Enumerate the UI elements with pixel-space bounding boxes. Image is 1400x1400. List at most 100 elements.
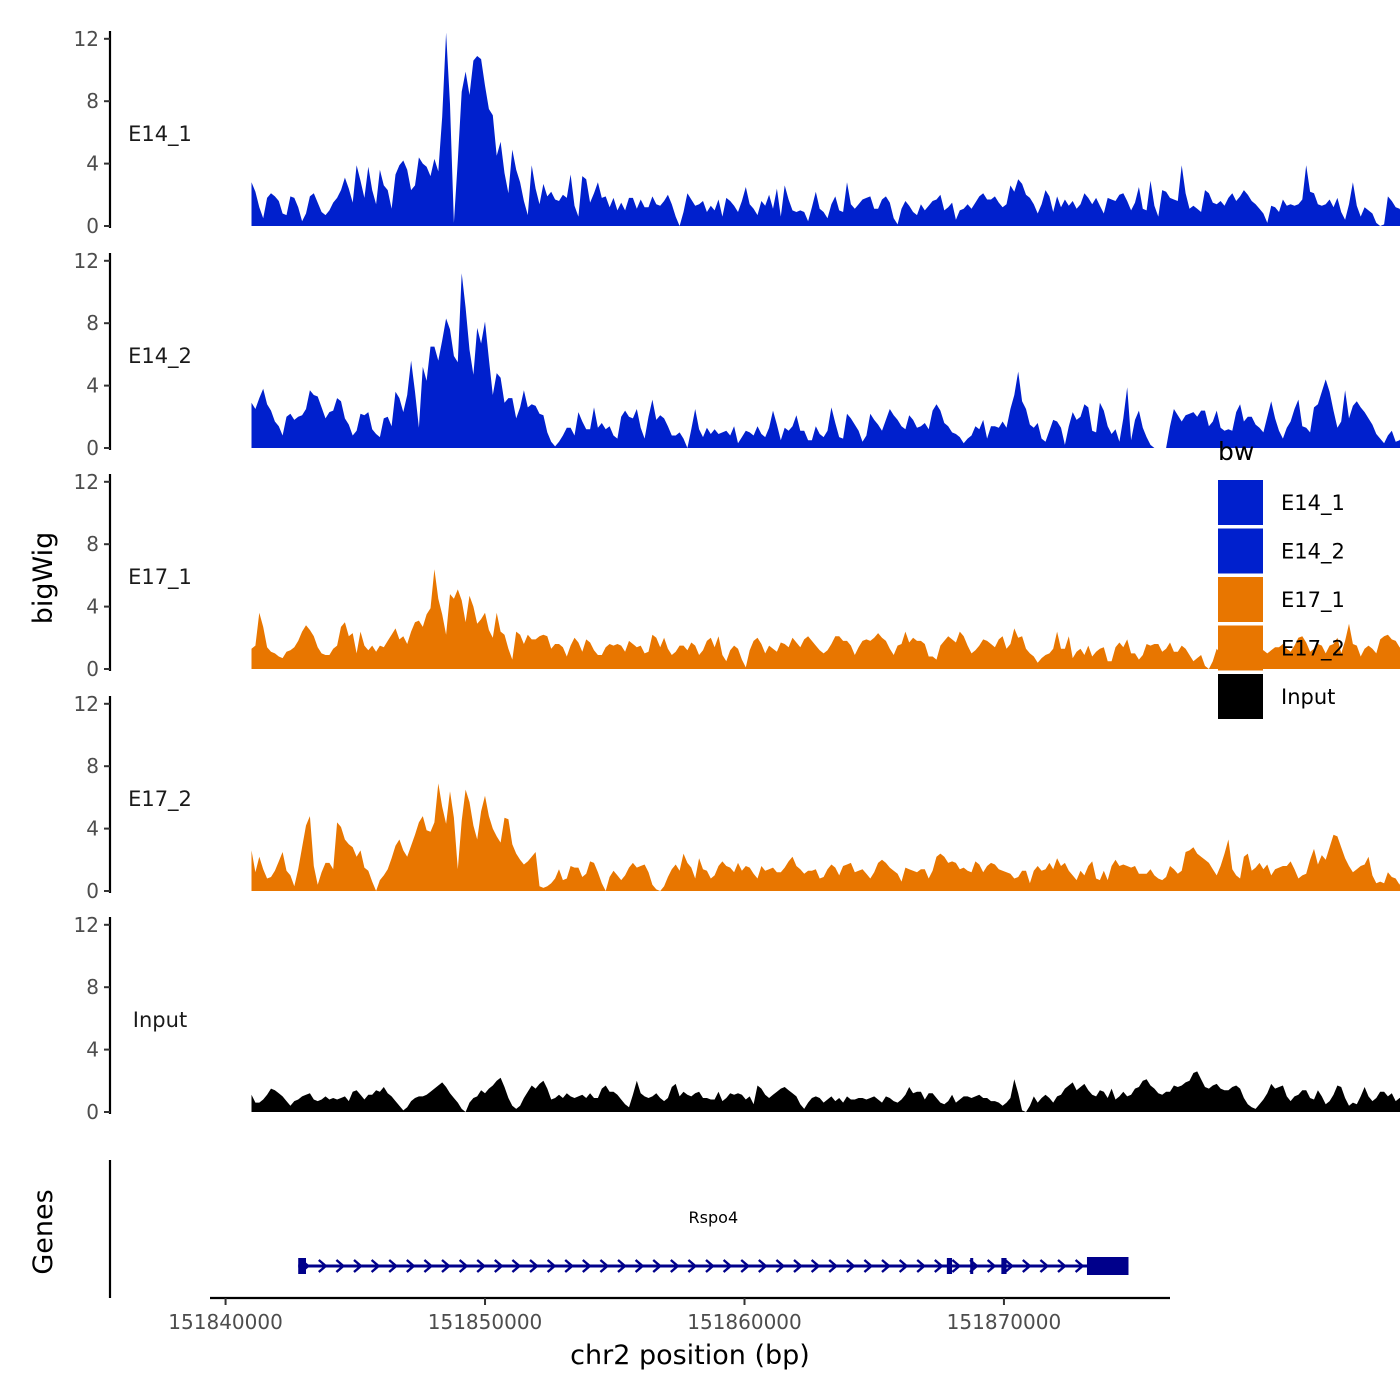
strand-arrow — [740, 1259, 751, 1273]
x-tick-label: 151860000 — [687, 1310, 802, 1334]
strand-arrow — [511, 1259, 522, 1273]
strand-arrow — [617, 1259, 627, 1273]
strand-arrow — [828, 1259, 839, 1273]
y-tick-label: 12 — [74, 913, 99, 937]
y-tick-label: 12 — [74, 27, 99, 51]
area-E17_1 — [251, 569, 1400, 669]
track-label-E17_2: E17_2 — [128, 787, 192, 812]
strand-arrow — [1022, 1259, 1032, 1273]
strand-arrow — [441, 1259, 451, 1273]
strand-arrow — [722, 1259, 733, 1273]
strand-arrow — [370, 1259, 381, 1273]
legend-swatch-E17_1 — [1218, 577, 1263, 622]
track-label-E17_1: E17_1 — [128, 565, 192, 590]
y-tick-label: 8 — [86, 754, 99, 778]
y-tick-label: 12 — [74, 470, 99, 494]
y-tick-label: 4 — [86, 374, 99, 398]
y-tick-label: 0 — [86, 879, 99, 903]
strand-arrow — [916, 1259, 927, 1273]
track-label-E14_1: E14_1 — [128, 122, 192, 147]
bigwig-panels: 0 4 8 12 E14_1 0 4 8 12 E14_2 0 4 8 12 E17_1 0 4 8 12 E17_2… — [74, 27, 1400, 1124]
y-tick-label: 12 — [74, 692, 99, 716]
legend-label-E14_2: E14_2 — [1281, 540, 1345, 565]
panel-E14_2: 0 4 8 12 E14_2 — [74, 249, 1400, 460]
track-label-E14_2: E14_2 — [128, 344, 192, 369]
strand-arrow — [846, 1259, 856, 1273]
legend-label-E14_1: E14_1 — [1281, 491, 1345, 516]
y-tick-label: 0 — [86, 657, 99, 681]
y-tick-label: 0 — [86, 214, 99, 238]
strand-arrow — [318, 1259, 328, 1273]
y-tick-label: 0 — [86, 436, 99, 460]
y-tick-label: 8 — [86, 311, 99, 335]
strand-arrow — [634, 1259, 645, 1273]
strand-arrow — [1039, 1259, 1050, 1273]
legend-swatch-E14_1 — [1218, 480, 1263, 525]
panel-Input: 0 4 8 12 Input — [74, 913, 1400, 1124]
strand-arrow — [898, 1259, 909, 1273]
gene-exon — [1001, 1258, 1007, 1274]
strand-arrow — [775, 1259, 786, 1273]
strand-arrow — [810, 1259, 821, 1273]
y-tick-label: 4 — [86, 817, 99, 841]
area-E14_1 — [251, 32, 1400, 226]
strand-arrow — [758, 1259, 768, 1273]
strand-arrow — [687, 1259, 698, 1273]
legend: bw E14_1 E14_2 E17_1 E17_2 Input — [1218, 437, 1345, 719]
strand-arrow — [1074, 1259, 1085, 1273]
y-tick-label: 8 — [86, 532, 99, 556]
x-tick-label: 151850000 — [428, 1310, 543, 1334]
strand-arrow — [1004, 1259, 1015, 1273]
gene-exon — [298, 1258, 306, 1274]
area-E17_2 — [251, 783, 1400, 891]
strand-arrow — [705, 1259, 715, 1273]
gene-track-title: Genes — [28, 1189, 59, 1274]
strand-arrow — [934, 1259, 944, 1273]
y-tick-label: 4 — [86, 595, 99, 619]
panel-E14_1: 0 4 8 12 E14_1 — [74, 27, 1400, 238]
y-axis-title: bigWig — [28, 532, 59, 625]
strand-arrow — [793, 1259, 803, 1273]
strand-arrow — [986, 1259, 997, 1273]
area-Input — [251, 1071, 1400, 1112]
strand-arrow — [863, 1259, 874, 1273]
gene-track: Rspo4 — [108, 1160, 1129, 1298]
y-tick-label: 0 — [86, 1100, 99, 1124]
strand-arrow — [494, 1259, 504, 1273]
strand-arrow — [406, 1259, 416, 1273]
strand-arrow — [1057, 1259, 1067, 1273]
legend-title: bw — [1218, 437, 1254, 466]
x-tick-label: 151870000 — [947, 1310, 1062, 1334]
gene-exon — [970, 1258, 974, 1274]
panel-E17_1: 0 4 8 12 E17_1 — [74, 470, 1400, 681]
gene-exon — [1086, 1257, 1129, 1275]
legend-label-E17_2: E17_2 — [1281, 637, 1345, 662]
strand-arrow — [564, 1259, 575, 1273]
gene-name-label: Rspo4 — [689, 1208, 739, 1227]
strand-arrow — [388, 1259, 399, 1273]
legend-swatch-Input — [1218, 674, 1263, 719]
strand-arrow — [951, 1259, 962, 1273]
y-tick-label: 12 — [74, 249, 99, 273]
track-label-Input: Input — [133, 1008, 187, 1032]
y-tick-label: 8 — [86, 89, 99, 113]
y-tick-label: 4 — [86, 1038, 99, 1062]
strand-arrow — [582, 1259, 592, 1273]
strand-arrow — [670, 1259, 680, 1273]
strand-arrow — [458, 1259, 469, 1273]
strand-arrow — [353, 1259, 363, 1273]
strand-arrow — [881, 1259, 891, 1273]
strand-arrow — [423, 1259, 434, 1273]
legend-label-E17_1: E17_1 — [1281, 588, 1345, 613]
panel-E17_2: 0 4 8 12 E17_2 — [74, 692, 1400, 903]
strand-arrow — [529, 1259, 539, 1273]
gene-exon — [946, 1258, 953, 1274]
legend-swatch-E14_2 — [1218, 528, 1263, 574]
y-tick-label: 4 — [86, 152, 99, 176]
x-tick-label: 151840000 — [168, 1310, 283, 1334]
legend-swatch-E17_2 — [1218, 625, 1263, 671]
area-E14_2 — [251, 273, 1400, 448]
strand-arrow — [599, 1259, 610, 1273]
strand-arrow — [546, 1259, 557, 1273]
